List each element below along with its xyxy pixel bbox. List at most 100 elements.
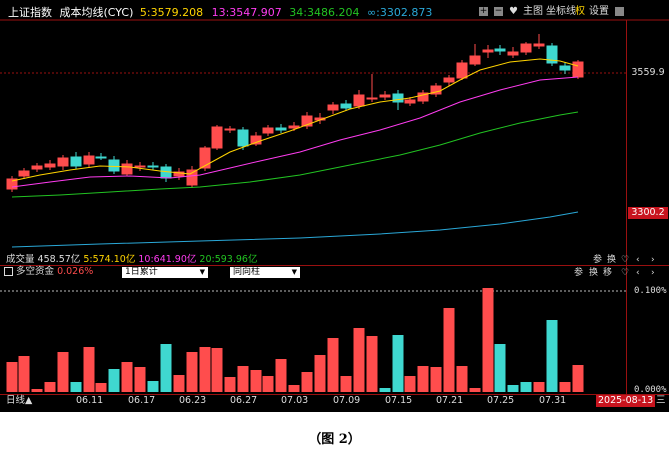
capital-bar [314, 355, 326, 392]
capital-prev-icon[interactable]: ‹ [636, 268, 640, 278]
candle-body [572, 61, 584, 78]
volume-prev-icon[interactable]: ‹ [636, 255, 640, 265]
date-tick-label: 07.03 [281, 395, 309, 406]
date-tick-label: 06.23 [179, 395, 207, 406]
capital-bar [379, 388, 391, 392]
candle-body [520, 43, 532, 53]
volume-next-icon[interactable]: › [651, 255, 655, 265]
ma-inf-line [11, 211, 579, 248]
capital-switch-button[interactable]: 换 [589, 268, 599, 278]
volume-param-button[interactable]: 参 [593, 255, 603, 265]
candle-body [533, 43, 545, 47]
candle-body [262, 127, 274, 134]
settings-button[interactable]: 设置 [589, 6, 609, 17]
candle-body [482, 49, 494, 53]
main-chart-button[interactable]: 主图 [523, 6, 543, 17]
candle-body [44, 163, 56, 168]
volume-info: 成交量 458.57亿 5:574.10亿 10:641.90亿 20:593.… [6, 254, 257, 266]
indicator-header: 上证指数 成本均线(CYC) 5:3579.208 13:3547.907 34… [8, 6, 432, 19]
weekday: 三 [656, 395, 666, 406]
mainf-value: ∞:3302.873 [366, 6, 433, 19]
volume-v5: 5:574.10亿 [83, 254, 136, 265]
ma5-value: 5:3579.208 [139, 6, 204, 19]
candlestick-chart[interactable] [0, 0, 669, 260]
date-tick-label: 07.09 [333, 395, 361, 406]
capital-bar [160, 344, 172, 392]
candle-body [186, 169, 198, 186]
capital-bar [430, 367, 442, 392]
ma13-line [11, 76, 579, 188]
capital-bar [6, 362, 18, 392]
candle-body [134, 165, 146, 168]
date-tick-label: 07.15 [385, 395, 413, 406]
candle-body [379, 94, 391, 98]
candle-body [404, 99, 416, 104]
capital-bar [186, 352, 198, 392]
capital-bar [121, 362, 133, 392]
capital-next-icon[interactable]: › [651, 268, 655, 278]
capital-param-button[interactable]: 参 [574, 268, 584, 278]
index-name[interactable]: 上证指数 [8, 6, 52, 19]
crosshair-button[interactable]: 坐标线 [546, 6, 576, 17]
bar-mode-value: 同向柱 [233, 267, 261, 277]
candle-body [288, 125, 300, 129]
candle-body [199, 147, 211, 169]
candle-body [31, 165, 43, 170]
date-tick-label: 06.27 [230, 395, 258, 406]
favorite-icon[interactable]: ♥ [509, 6, 518, 17]
period-select[interactable]: 1日累计 ▼ [122, 267, 208, 278]
zoom-out-icon[interactable]: − [494, 6, 503, 16]
candle-body [417, 92, 429, 102]
candle-body [121, 163, 133, 175]
candle-body [559, 65, 571, 71]
rights-button[interactable]: 权 [575, 6, 585, 17]
capital-bar [275, 359, 287, 392]
capital-bar [494, 344, 506, 392]
candle-body [353, 94, 365, 107]
candle-body [6, 178, 18, 190]
volume-fav-icon[interactable]: ♡ [621, 255, 630, 265]
settings-square-icon[interactable] [615, 7, 624, 16]
candle-body [301, 115, 313, 127]
capital-bar [211, 348, 223, 392]
current-date: 2025-08-13 [596, 395, 656, 407]
capital-bar [18, 356, 30, 392]
capital-bar-chart[interactable] [0, 278, 626, 394]
date-tick-label: 07.21 [436, 395, 464, 406]
capital-bar [44, 382, 56, 392]
capital-axis-top: 0.100% [634, 286, 667, 296]
candle-body [250, 135, 262, 145]
capital-fav-icon[interactable]: ♡ [621, 268, 630, 278]
candle-body [173, 171, 185, 177]
zoom-in-icon[interactable]: + [479, 6, 488, 16]
volume-switch-button[interactable]: 换 [607, 255, 617, 265]
capital-bar [262, 376, 274, 392]
candle-body [70, 156, 82, 167]
capital-bar [327, 338, 339, 392]
capital-bar [482, 288, 494, 392]
capital-bar [392, 335, 404, 392]
capital-bar [31, 389, 43, 392]
candle-body [366, 97, 378, 100]
date-bar-divider [0, 394, 669, 395]
capital-move-button[interactable]: 移 [603, 268, 613, 278]
candle-body [275, 127, 287, 131]
date-tick-label: 07.25 [487, 395, 515, 406]
bar-mode-select[interactable]: 同向柱 ▼ [230, 267, 300, 278]
candle-body [546, 45, 558, 64]
period-label[interactable]: 日线▲ [6, 395, 33, 406]
capital-bar [404, 376, 416, 392]
capital-bar [173, 375, 185, 392]
capital-bar [520, 382, 532, 392]
collapse-box-icon[interactable] [4, 267, 13, 276]
candle-body [108, 159, 120, 172]
indicator-name[interactable]: 成本均线(CYC) [59, 6, 134, 19]
capital-bar [417, 366, 429, 392]
capital-label[interactable]: 多空资金 [16, 266, 55, 277]
capital-bar [199, 347, 211, 392]
ma13-value: 13:3547.907 [211, 6, 282, 19]
volume-label[interactable]: 成交量 [6, 254, 35, 265]
capital-bar [224, 377, 236, 392]
volume-v10: 10:641.90亿 [138, 254, 197, 265]
candle-body [18, 170, 30, 177]
